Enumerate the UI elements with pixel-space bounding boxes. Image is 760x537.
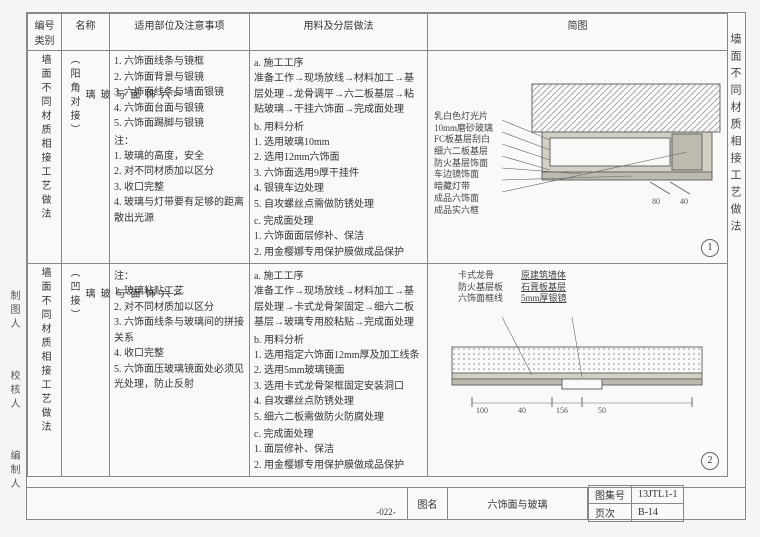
row1-figure: 乳白色灯光片 10mm磨砂玻璃 FC板基层刮白 细六二板基层 防火基层饰面 车边… — [428, 51, 728, 264]
row2-process: a. 施工工序 准备工作→现场放线→材料加工→基层处理→卡式龙骨架固定→细六二板… — [250, 264, 428, 477]
table-row: 墙面不同材质相接工艺做法 A 六 饰 面 与 玻 璃 （凹接） 注： 1. 玻璃… — [28, 264, 728, 477]
figure-number-2: 2 — [701, 452, 719, 470]
table-row: 墙面不同材质相接工艺做法 A 六 饰 面 与 玻 璃 （阳角对接） 1. 六饰面… — [28, 51, 728, 264]
fig-name: 六饰面与玻璃 — [447, 488, 587, 519]
hdr-c5: 简图 — [428, 14, 728, 51]
hdr-c2: 名称 — [62, 14, 110, 51]
hdr-c4: 用料及分层做法 — [250, 14, 428, 51]
sheet-info: 图集号13JTL1-1 页次B-14 — [588, 485, 684, 522]
fig-label: 图名 — [407, 488, 447, 519]
svg-text:40: 40 — [680, 197, 688, 206]
drawing-sheet: 墙面不同材质相接工艺做法 编号 类别 名称 适用部位及注意事项 用料及分层做法 … — [26, 12, 746, 520]
row2-notes: 注： 1. 玻璃粘贴工艺2. 对不同材质加以区分3. 六饰面线条与玻璃间的拼接关… — [110, 264, 250, 477]
row1-process: a. 施工工序 准备工作→现场放线→材料加工→基层处理→龙骨调平→六二板基层→粘… — [250, 51, 428, 264]
title-block: 图名 六饰面与玻璃 图集号13JTL1-1 页次B-14 -022- — [27, 487, 745, 519]
right-title: 墙面不同材质相接工艺做法 — [727, 33, 743, 237]
row1-category: 墙面不同材质相接工艺做法 — [37, 54, 52, 222]
row2-category: 墙面不同材质相接工艺做法 — [37, 267, 52, 435]
side-label-c: 编制人 — [6, 450, 21, 492]
svg-text:80: 80 — [652, 197, 660, 206]
side-label-a: 制图人 — [6, 290, 21, 332]
figure-number-1: 1 — [701, 239, 719, 257]
side-label-b: 校核人 — [6, 370, 21, 412]
main-table: 编号 类别 名称 适用部位及注意事项 用料及分层做法 简图 墙面不同材质相接工艺… — [27, 13, 728, 477]
row1-notes: 1. 六饰面线条与镜框2. 六饰面背景与银镜3. 六饰面线条与墙面银镜4. 六饰… — [110, 51, 250, 264]
hdr-c3: 适用部位及注意事项 — [110, 14, 250, 51]
hdr-c1: 编号 类别 — [28, 14, 62, 51]
row2-figure: 卡式龙骨 防火基层板 六饰面框线 原建筑墙体 石膏板基层 5mm厚银镜 — [428, 264, 728, 477]
page-number: -022- — [372, 505, 400, 519]
